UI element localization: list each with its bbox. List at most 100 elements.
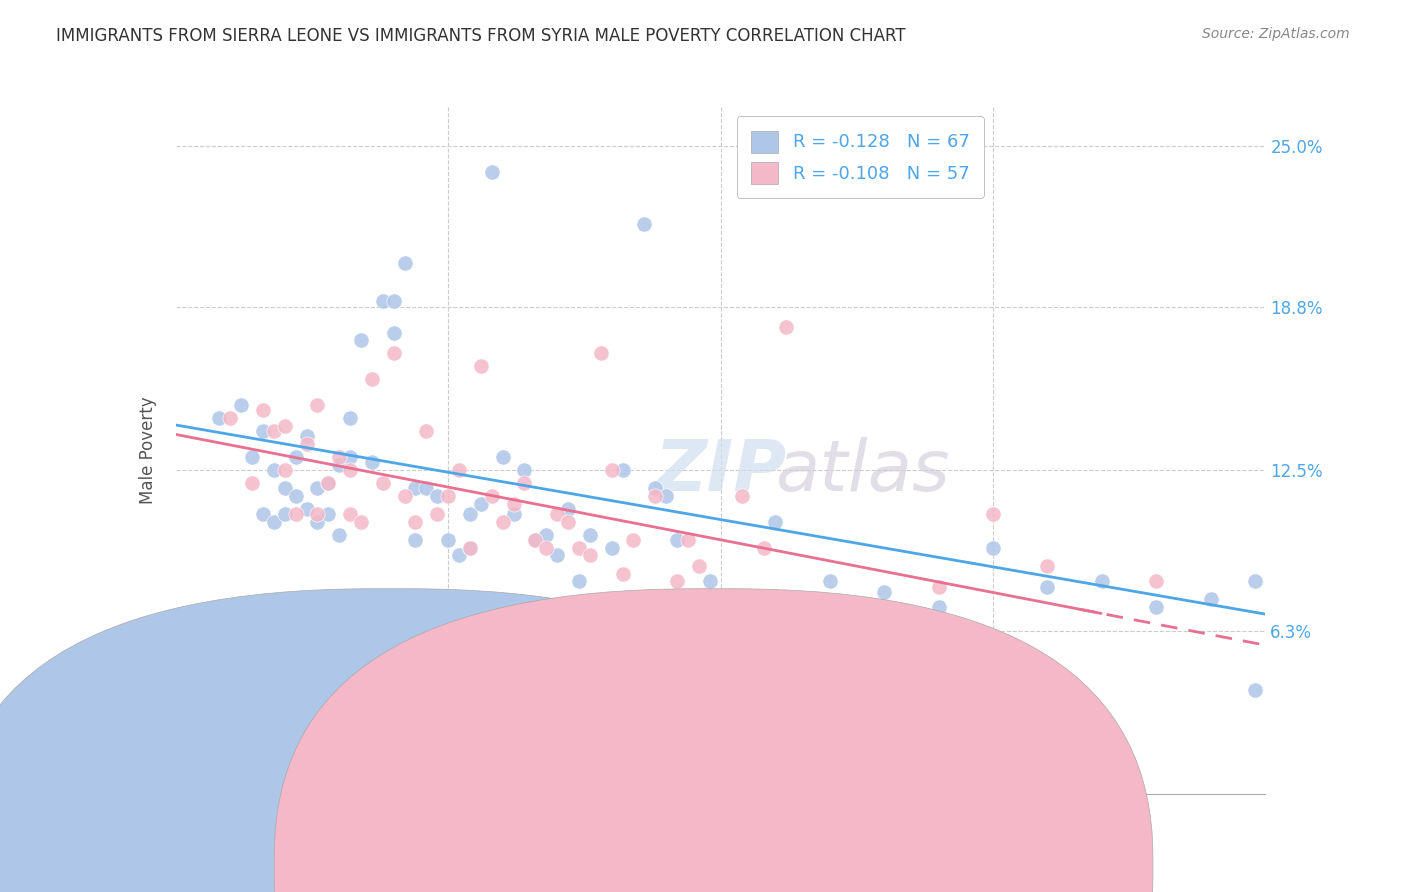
Point: [621, 87, 644, 101]
Point: [458, 541, 481, 555]
Point: [219, 411, 242, 425]
Point: [458, 541, 481, 555]
Point: [263, 463, 285, 477]
Point: [928, 580, 950, 594]
Point: [231, 398, 253, 412]
Point: [818, 652, 841, 666]
Point: [318, 507, 340, 521]
Point: [405, 515, 427, 529]
Point: [252, 403, 274, 417]
Point: [524, 533, 547, 547]
Point: [688, 558, 710, 573]
Point: [1144, 600, 1167, 615]
Point: [350, 334, 373, 348]
Point: [534, 541, 557, 555]
Point: [502, 497, 524, 511]
Point: [360, 455, 382, 469]
Text: ZIP: ZIP: [654, 436, 787, 506]
Point: [339, 507, 361, 521]
Point: [447, 549, 470, 563]
Point: [208, 411, 231, 425]
Point: [284, 489, 307, 503]
Point: [360, 372, 382, 386]
Point: [534, 527, 557, 541]
Point: [513, 463, 536, 477]
Text: atlas: atlas: [775, 436, 949, 506]
Point: [797, 618, 820, 632]
Text: 0.0%: 0.0%: [176, 814, 218, 831]
Point: [546, 549, 568, 563]
Point: [1243, 574, 1265, 589]
Point: [263, 515, 285, 529]
Point: [710, 618, 733, 632]
Point: [339, 411, 361, 425]
Point: [382, 326, 405, 340]
Point: [633, 592, 655, 607]
Point: [350, 515, 373, 529]
Point: [318, 475, 340, 490]
Point: [1199, 592, 1222, 607]
Point: [621, 533, 644, 547]
Point: [252, 424, 274, 438]
Point: [873, 584, 896, 599]
Point: [481, 489, 503, 503]
Point: [447, 463, 470, 477]
Point: [731, 489, 754, 503]
Point: [284, 507, 307, 521]
Point: [295, 501, 318, 516]
Text: Immigrants from Syria: Immigrants from Syria: [730, 859, 901, 874]
Point: [382, 294, 405, 309]
Point: [981, 541, 1004, 555]
Point: [371, 294, 394, 309]
Point: [502, 507, 524, 521]
Point: [274, 507, 297, 521]
Point: [818, 574, 841, 589]
Point: [415, 481, 437, 495]
Point: [579, 549, 602, 563]
Point: [339, 463, 361, 477]
Point: [557, 501, 579, 516]
Point: [633, 217, 655, 231]
Point: [252, 507, 274, 521]
Point: [612, 463, 634, 477]
Point: [710, 600, 733, 615]
Point: [371, 475, 394, 490]
Point: [328, 527, 350, 541]
Point: [1144, 574, 1167, 589]
Text: Source: ZipAtlas.com: Source: ZipAtlas.com: [1202, 27, 1350, 41]
Point: [307, 481, 329, 495]
Point: [644, 481, 666, 495]
Point: [437, 489, 460, 503]
Point: [524, 533, 547, 547]
Point: [240, 450, 263, 464]
Point: [775, 320, 797, 334]
Point: [546, 507, 568, 521]
Point: [676, 533, 699, 547]
Point: [666, 533, 689, 547]
Point: [513, 475, 536, 490]
Point: [1036, 558, 1059, 573]
Point: [339, 450, 361, 464]
Point: [274, 481, 297, 495]
Point: [295, 429, 318, 443]
Point: [307, 515, 329, 529]
Point: [240, 475, 263, 490]
Text: Immigrants from Sierra Leone: Immigrants from Sierra Leone: [377, 859, 607, 874]
Point: [1243, 683, 1265, 698]
Point: [579, 527, 602, 541]
Text: IMMIGRANTS FROM SIERRA LEONE VS IMMIGRANTS FROM SYRIA MALE POVERTY CORRELATION C: IMMIGRANTS FROM SIERRA LEONE VS IMMIGRAN…: [56, 27, 905, 45]
Point: [274, 463, 297, 477]
Point: [295, 437, 318, 451]
Point: [263, 424, 285, 438]
Point: [612, 566, 634, 581]
Point: [394, 489, 416, 503]
Point: [274, 418, 297, 433]
Point: [492, 450, 515, 464]
Point: [394, 255, 416, 269]
Point: [328, 458, 350, 472]
Point: [600, 463, 623, 477]
Point: [655, 489, 678, 503]
Point: [644, 489, 666, 503]
Point: [426, 489, 449, 503]
Point: [426, 507, 449, 521]
